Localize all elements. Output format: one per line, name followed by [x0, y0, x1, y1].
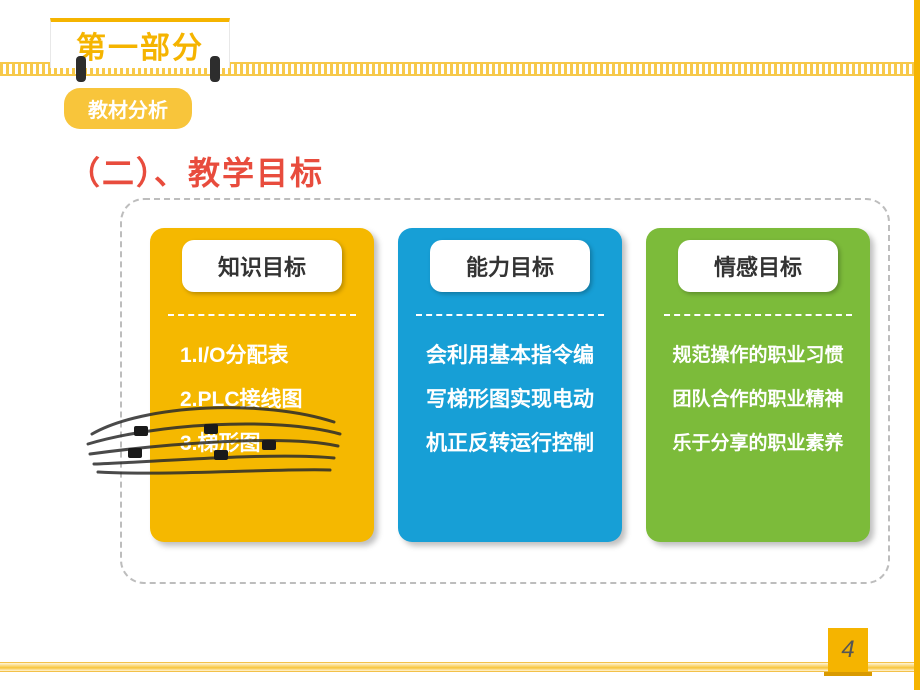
card-body: 1.I/O分配表 2.PLC接线图 3.梯形图 — [168, 334, 356, 524]
sub-tab-label: 教材分析 — [88, 100, 168, 122]
card-line: 会利用基本指令编 — [416, 334, 604, 378]
card-line: 1.I/O分配表 — [168, 334, 356, 378]
card-divider — [168, 314, 356, 316]
right-accent-stripe — [914, 0, 920, 690]
card-knowledge-goal: 知识目标 1.I/O分配表 2.PLC接线图 3.梯形图 — [150, 228, 374, 542]
card-body: 会利用基本指令编 写梯形图实现电动 机正反转运行控制 — [416, 334, 604, 524]
card-line: 机正反转运行控制 — [416, 422, 604, 466]
card-divider — [664, 314, 852, 316]
card-line: 2.PLC接线图 — [168, 378, 356, 422]
section-heading: （二）、教学目标 — [68, 148, 324, 194]
card-body: 规范操作的职业习惯 团队合作的职业精神 乐于分享的职业素养 — [656, 334, 860, 524]
card-divider — [416, 314, 604, 316]
card-line: 乐于分享的职业素养 — [656, 422, 860, 466]
page-number-base — [824, 672, 872, 676]
page-number-badge: 4 — [828, 628, 868, 672]
card-title: 情感目标 — [714, 250, 802, 282]
card-title-pill: 知识目标 — [182, 240, 342, 292]
card-line: 团队合作的职业精神 — [656, 378, 860, 422]
card-title-pill: 情感目标 — [678, 240, 838, 292]
footer-band — [0, 662, 920, 672]
part-tab-label: 第一部分 — [76, 23, 204, 67]
card-ability-goal: 能力目标 会利用基本指令编 写梯形图实现电动 机正反转运行控制 — [398, 228, 622, 542]
tab-rivet-right — [210, 56, 220, 82]
card-title: 能力目标 — [466, 250, 554, 282]
card-title: 知识目标 — [218, 250, 306, 282]
tab-rivet-left — [76, 56, 86, 82]
page-number: 4 — [841, 636, 854, 664]
card-emotion-goal: 情感目标 规范操作的职业习惯 团队合作的职业精神 乐于分享的职业素养 — [646, 228, 870, 542]
card-line: 写梯形图实现电动 — [416, 378, 604, 422]
card-line: 规范操作的职业习惯 — [656, 334, 860, 378]
card-line: 3.梯形图 — [168, 422, 356, 466]
card-title-pill: 能力目标 — [430, 240, 590, 292]
sub-tab: 教材分析 — [64, 88, 192, 129]
cards-row: 知识目标 1.I/O分配表 2.PLC接线图 3.梯形图 能力目标 会利用基本指… — [150, 228, 870, 542]
